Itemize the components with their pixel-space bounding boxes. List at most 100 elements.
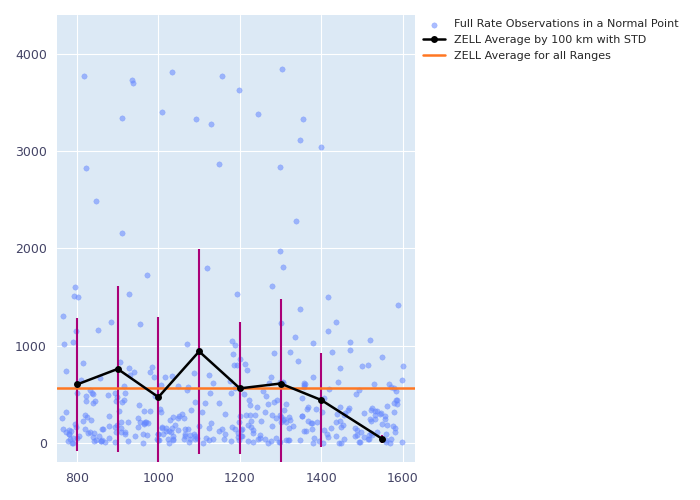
Full Rate Observations in a Normal Point: [335, 423, 346, 431]
Full Rate Observations in a Normal Point: [97, 436, 108, 444]
Full Rate Observations in a Normal Point: [335, 364, 346, 372]
Full Rate Observations in a Normal Point: [312, 418, 323, 426]
Full Rate Observations in a Normal Point: [333, 439, 344, 447]
Full Rate Observations in a Normal Point: [281, 418, 292, 426]
Full Rate Observations in a Normal Point: [343, 404, 354, 412]
Full Rate Observations in a Normal Point: [253, 110, 264, 118]
Full Rate Observations in a Normal Point: [307, 439, 318, 447]
Full Rate Observations in a Normal Point: [178, 434, 190, 442]
Full Rate Observations in a Normal Point: [79, 424, 90, 432]
Full Rate Observations in a Normal Point: [385, 382, 396, 390]
Full Rate Observations in a Normal Point: [88, 390, 99, 398]
Full Rate Observations in a Normal Point: [296, 394, 307, 402]
Full Rate Observations in a Normal Point: [362, 436, 373, 444]
Full Rate Observations in a Normal Point: [90, 436, 101, 444]
Full Rate Observations in a Normal Point: [88, 400, 99, 407]
Full Rate Observations in a Normal Point: [69, 420, 80, 428]
Full Rate Observations in a Normal Point: [262, 400, 274, 407]
Full Rate Observations in a Normal Point: [256, 417, 267, 425]
Full Rate Observations in a Normal Point: [276, 413, 287, 421]
Full Rate Observations in a Normal Point: [207, 379, 218, 387]
Full Rate Observations in a Normal Point: [109, 438, 120, 446]
Full Rate Observations in a Normal Point: [359, 433, 370, 441]
Full Rate Observations in a Normal Point: [298, 428, 309, 436]
Full Rate Observations in a Normal Point: [241, 411, 252, 419]
Full Rate Observations in a Normal Point: [354, 386, 365, 394]
Full Rate Observations in a Normal Point: [153, 436, 164, 444]
Full Rate Observations in a Normal Point: [267, 412, 278, 420]
Full Rate Observations in a Normal Point: [225, 438, 237, 446]
Full Rate Observations in a Normal Point: [322, 328, 333, 336]
Full Rate Observations in a Normal Point: [137, 439, 148, 447]
Full Rate Observations in a Normal Point: [156, 381, 167, 389]
Full Rate Observations in a Normal Point: [229, 384, 240, 392]
Full Rate Observations in a Normal Point: [142, 420, 153, 428]
Full Rate Observations in a Normal Point: [227, 336, 238, 344]
Full Rate Observations in a Normal Point: [392, 400, 403, 408]
Full Rate Observations in a Normal Point: [243, 396, 254, 404]
ZELL Average by 100 km with STD: [154, 394, 162, 400]
Full Rate Observations in a Normal Point: [280, 436, 291, 444]
Full Rate Observations in a Normal Point: [255, 431, 266, 439]
Full Rate Observations in a Normal Point: [302, 405, 313, 413]
Full Rate Observations in a Normal Point: [168, 432, 179, 440]
Full Rate Observations in a Normal Point: [152, 430, 163, 438]
Full Rate Observations in a Normal Point: [391, 388, 402, 396]
Full Rate Observations in a Normal Point: [57, 312, 69, 320]
Full Rate Observations in a Normal Point: [95, 436, 106, 444]
Full Rate Observations in a Normal Point: [283, 436, 294, 444]
ZELL Average by 100 km with STD: [276, 380, 285, 386]
Full Rate Observations in a Normal Point: [290, 217, 302, 225]
Full Rate Observations in a Normal Point: [389, 384, 400, 392]
Full Rate Observations in a Normal Point: [62, 437, 74, 445]
Full Rate Observations in a Normal Point: [302, 417, 314, 425]
Full Rate Observations in a Normal Point: [335, 439, 346, 447]
Full Rate Observations in a Normal Point: [115, 418, 126, 426]
Full Rate Observations in a Normal Point: [245, 424, 256, 432]
Full Rate Observations in a Normal Point: [375, 409, 386, 417]
Full Rate Observations in a Normal Point: [262, 439, 273, 447]
Full Rate Observations in a Normal Point: [380, 436, 391, 444]
Full Rate Observations in a Normal Point: [141, 418, 152, 426]
Full Rate Observations in a Normal Point: [69, 282, 80, 290]
Full Rate Observations in a Normal Point: [181, 340, 192, 348]
Full Rate Observations in a Normal Point: [93, 432, 104, 440]
Full Rate Observations in a Normal Point: [260, 408, 271, 416]
Full Rate Observations in a Normal Point: [64, 430, 75, 438]
Full Rate Observations in a Normal Point: [137, 430, 148, 438]
Full Rate Observations in a Normal Point: [300, 380, 311, 388]
Full Rate Observations in a Normal Point: [225, 388, 237, 396]
Full Rate Observations in a Normal Point: [172, 414, 183, 422]
Full Rate Observations in a Normal Point: [67, 338, 78, 346]
Full Rate Observations in a Normal Point: [123, 364, 134, 372]
Full Rate Observations in a Normal Point: [122, 437, 134, 445]
Full Rate Observations in a Normal Point: [265, 438, 276, 446]
Full Rate Observations in a Normal Point: [167, 68, 178, 76]
Full Rate Observations in a Normal Point: [114, 358, 125, 366]
Full Rate Observations in a Normal Point: [317, 438, 328, 446]
Full Rate Observations in a Normal Point: [318, 394, 330, 402]
Full Rate Observations in a Normal Point: [157, 108, 168, 116]
Full Rate Observations in a Normal Point: [214, 400, 225, 407]
Full Rate Observations in a Normal Point: [242, 437, 253, 445]
Full Rate Observations in a Normal Point: [103, 390, 114, 398]
Full Rate Observations in a Normal Point: [78, 417, 89, 425]
Full Rate Observations in a Normal Point: [119, 388, 130, 396]
Full Rate Observations in a Normal Point: [64, 430, 75, 438]
Full Rate Observations in a Normal Point: [311, 406, 322, 413]
Full Rate Observations in a Normal Point: [330, 432, 342, 440]
Full Rate Observations in a Normal Point: [109, 424, 120, 432]
Full Rate Observations in a Normal Point: [369, 416, 380, 424]
Full Rate Observations in a Normal Point: [239, 360, 250, 368]
Full Rate Observations in a Normal Point: [116, 114, 127, 122]
Full Rate Observations in a Normal Point: [276, 418, 287, 426]
Full Rate Observations in a Normal Point: [367, 431, 378, 439]
Full Rate Observations in a Normal Point: [323, 433, 334, 441]
Full Rate Observations in a Normal Point: [271, 434, 282, 442]
Full Rate Observations in a Normal Point: [197, 438, 209, 446]
Full Rate Observations in a Normal Point: [115, 428, 126, 436]
Full Rate Observations in a Normal Point: [207, 434, 218, 442]
Full Rate Observations in a Normal Point: [285, 348, 296, 356]
Full Rate Observations in a Normal Point: [154, 436, 165, 444]
Full Rate Observations in a Normal Point: [202, 264, 213, 272]
